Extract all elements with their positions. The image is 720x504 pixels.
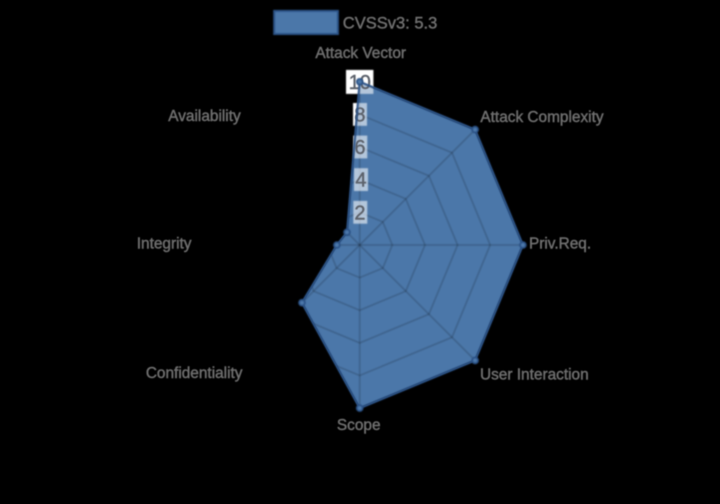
- svg-text:Confidentiality: Confidentiality: [146, 365, 243, 382]
- svg-text:2: 2: [354, 202, 365, 224]
- svg-text:4: 4: [355, 170, 366, 192]
- svg-text:Scope: Scope: [337, 417, 381, 434]
- svg-text:Integrity: Integrity: [137, 236, 192, 253]
- svg-text:Availability: Availability: [168, 108, 241, 125]
- svg-text:6: 6: [354, 137, 365, 159]
- svg-text:Attack Complexity: Attack Complexity: [480, 109, 603, 126]
- svg-text:Attack Vector: Attack Vector: [315, 45, 406, 62]
- svg-text:Priv.Req.: Priv.Req.: [529, 236, 591, 253]
- svg-text:User Interaction: User Interaction: [480, 367, 589, 384]
- svg-text:CVSSv3: 5.3: CVSSv3: 5.3: [343, 14, 437, 32]
- svg-text:8: 8: [354, 105, 365, 127]
